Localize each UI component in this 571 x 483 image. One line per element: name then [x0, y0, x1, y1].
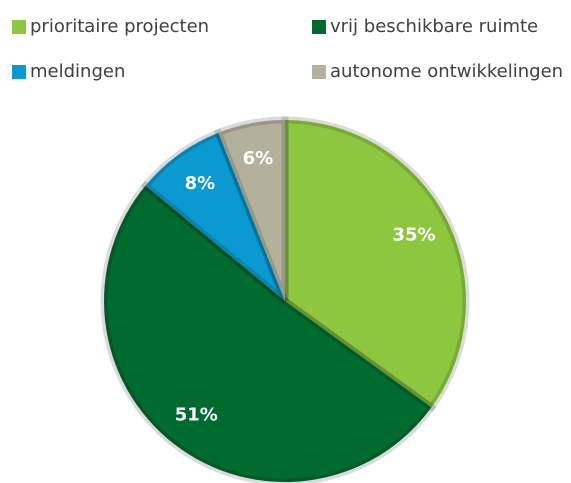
- legend-swatch: [12, 20, 26, 34]
- legend-swatch: [312, 20, 326, 34]
- legend-text: autonome ontwikkelingen: [330, 61, 563, 82]
- pie-slice-border: [213, 116, 289, 303]
- legend-swatch: [312, 65, 326, 79]
- legend-text: vrij beschikbare ruimte: [330, 16, 538, 37]
- pie-slice: [103, 185, 432, 483]
- legend-text: meldingen: [30, 61, 125, 82]
- pie-slice: [145, 132, 285, 301]
- pie-slice-border: [140, 128, 289, 304]
- pie-slice: [285, 120, 466, 408]
- pie-slice-border: [281, 116, 470, 413]
- slice-label: 51%: [175, 404, 218, 425]
- legend-text: prioritaire projecten: [30, 16, 209, 37]
- pie-slice-border: [100, 180, 437, 483]
- slice-label: 8%: [185, 173, 216, 194]
- slice-label: 6%: [243, 148, 274, 169]
- legend-swatch: [12, 65, 26, 79]
- pie-slice: [218, 120, 285, 301]
- slice-label: 35%: [392, 224, 435, 245]
